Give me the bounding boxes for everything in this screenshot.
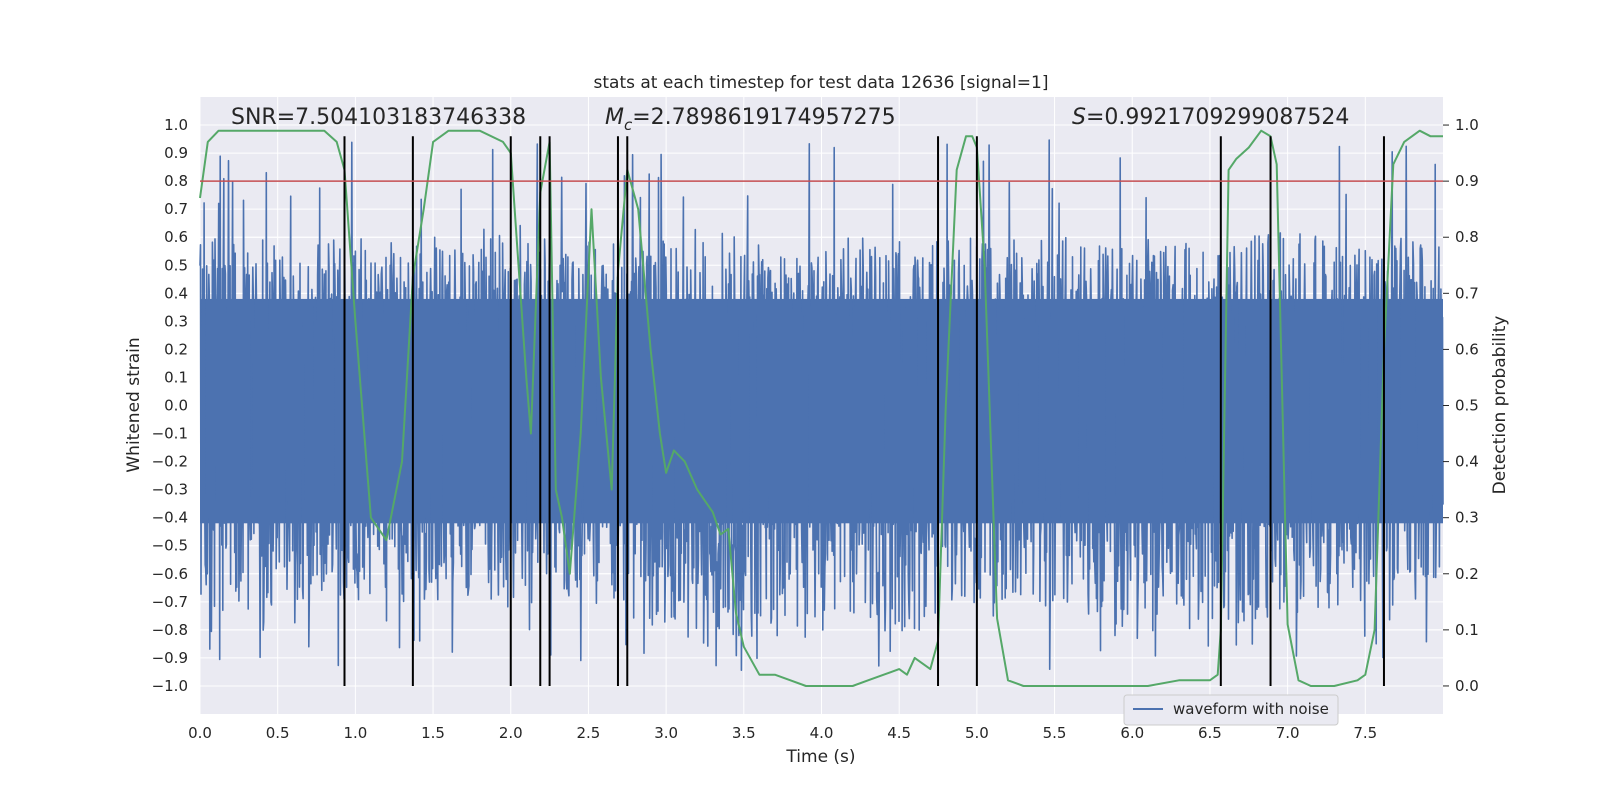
chirp-mass-annotation: Mc=2.7898619174957275	[605, 105, 896, 134]
x-axis-label: Time (s)	[785, 747, 855, 767]
x-tick-label: 5.0	[965, 724, 989, 742]
s-annotation: S=0.9921709299087524	[1072, 105, 1349, 130]
y-tick-label: −0.8	[152, 621, 188, 639]
y-tick-label: 0.2	[164, 340, 188, 358]
x-tick-label: 4.0	[810, 724, 834, 742]
right-y-tick-label: 0.3	[1455, 509, 1479, 527]
x-tick-label: 3.5	[732, 724, 756, 742]
y-tick-label: 0.4	[164, 284, 188, 302]
x-tick-label: 6.0	[1120, 724, 1144, 742]
detection-probability-line	[199, 129, 1443, 687]
y-tick-label: −0.6	[152, 565, 188, 583]
x-tick-label: 1.0	[343, 724, 367, 742]
y-tick-label: 0.0	[164, 397, 188, 415]
x-tick-label: 2.0	[499, 724, 523, 742]
right-y-tick-label: 0.2	[1455, 565, 1479, 583]
y-tick-label: −0.9	[152, 649, 188, 667]
right-y-tick-label: 0.0	[1455, 677, 1479, 695]
y-tick-label: 1.0	[164, 116, 188, 134]
y-tick-label: −1.0	[152, 677, 188, 695]
x-tick-label: 7.0	[1276, 724, 1300, 742]
right-y-tick-label: 0.6	[1455, 340, 1479, 358]
x-tick-label: 0.5	[266, 724, 290, 742]
right-y-tick-label: 1.0	[1455, 116, 1479, 134]
probability-series	[199, 129, 1443, 687]
legend-box	[1123, 694, 1339, 726]
x-tick-label: 5.5	[1043, 724, 1067, 742]
right-y-tick-label: 0.7	[1455, 284, 1479, 302]
y-tick-label: 0.3	[164, 312, 188, 330]
right-y-tick-label: 0.4	[1455, 453, 1479, 471]
snr-annotation: SNR=7.504103183746338	[231, 105, 526, 130]
x-tick-label: 6.5	[1198, 724, 1222, 742]
y-tick-label: 0.9	[164, 144, 188, 162]
waveform-series	[199, 139, 1444, 671]
right-y-axis-label: Detection probability	[1490, 316, 1510, 495]
legend-entry-waveform: waveform with noise	[1173, 700, 1329, 718]
chirp-mass-value: =2.7898619174957275	[632, 105, 895, 130]
x-tick-label: 1.5	[421, 724, 445, 742]
right-y-tick-label: 0.1	[1455, 621, 1479, 639]
right-y-tick-label: 0.5	[1455, 397, 1479, 415]
y-axis-label: Whitened strain	[124, 337, 144, 472]
y-tick-label: −0.5	[152, 537, 188, 555]
waveform-line	[199, 139, 1444, 671]
x-tick-label: 3.0	[654, 724, 678, 742]
y-tick-label: 0.1	[164, 368, 188, 386]
x-tick-label: 0.0	[188, 724, 212, 742]
y-tick-label: 0.6	[164, 228, 188, 246]
s-symbol: S	[1072, 105, 1086, 130]
y-tick-label: −0.3	[152, 481, 188, 499]
x-tick-label: 2.5	[577, 724, 601, 742]
right-y-tick-label: 0.9	[1455, 172, 1479, 190]
chart-title: stats at each timestep for test data 126…	[594, 73, 1049, 93]
y-tick-label: 0.5	[164, 256, 188, 274]
chirp-mass-symbol: M	[605, 105, 624, 130]
event-lines	[343, 136, 1385, 686]
x-tick-label: 7.5	[1353, 724, 1377, 742]
s-value: =0.9921709299087524	[1086, 105, 1349, 130]
y-tick-label: −0.7	[152, 593, 188, 611]
y-tick-label: −0.1	[152, 425, 188, 443]
y-tick-label: −0.2	[152, 453, 188, 471]
y-tick-label: 0.7	[164, 200, 188, 218]
y-tick-label: 0.8	[164, 172, 188, 190]
y-tick-label: −0.4	[152, 509, 188, 527]
chirp-mass-subscript: c	[624, 116, 633, 134]
legend: waveform with noise	[1123, 694, 1339, 726]
x-tick-label: 4.5	[887, 724, 911, 742]
axis-ticks: 0.0 0.5 1.0 1.5 2.0 2.5 3.0 3.5 4.0 4.5 5.0 5.5 6.0 6…	[152, 116, 1479, 742]
right-y-tick-label: 0.8	[1455, 228, 1479, 246]
